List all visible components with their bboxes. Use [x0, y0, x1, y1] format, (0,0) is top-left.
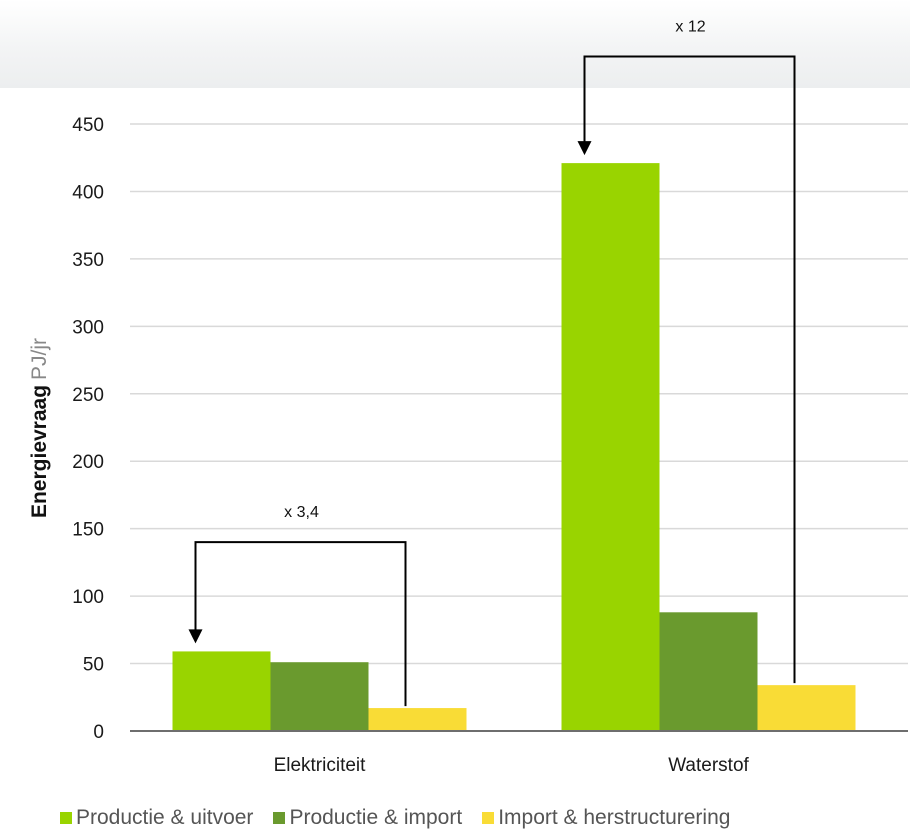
annotation-arrowhead	[577, 141, 592, 156]
legend-label: Productie & uitvoer	[76, 806, 254, 829]
annotation-arrowhead	[188, 629, 203, 644]
annotations: x 3,4 x 12	[188, 19, 796, 707]
bar-chart: 0 50 100 150 200 250 300 350 400 450 Elektricitei…	[28, 19, 908, 776]
bar	[270, 662, 369, 731]
legend-item: Import & herstructurering	[482, 806, 730, 830]
y-tick-label: 100	[72, 587, 104, 608]
y-tick-label: 250	[72, 385, 104, 406]
y-tick-label: 300	[72, 317, 104, 338]
x-category-label: Waterstof	[668, 755, 749, 776]
y-tick-label: 150	[72, 520, 104, 541]
legend-swatch	[482, 812, 495, 824]
header-band	[0, 0, 910, 88]
bar	[172, 651, 271, 731]
legend: Productie & uitvoer Productie & import Imp…	[60, 806, 910, 830]
bar	[659, 612, 758, 731]
y-tick-label: 400	[72, 182, 104, 203]
y-tick-label: 0	[93, 722, 104, 743]
bar	[561, 163, 660, 731]
y-axis-ticks: 0 50 100 150 200 250 300 350 400 450	[72, 115, 104, 743]
annotation-label: x 12	[675, 19, 705, 36]
y-axis-label: Energievraag	[28, 385, 51, 518]
legend-swatch	[273, 812, 286, 824]
annotation-label: x 3,4	[284, 504, 319, 521]
y-axis-title: Energievraag PJ/jr	[28, 338, 51, 518]
legend-label: Productie & import	[289, 806, 463, 829]
legend-item: Productie & import	[273, 806, 462, 830]
gridlines	[130, 123, 908, 665]
y-tick-label: 350	[72, 250, 104, 271]
annotation-bracket	[194, 541, 407, 707]
x-category-label: Elektriciteit	[274, 755, 367, 776]
annotation-bracket	[583, 55, 796, 684]
legend-swatch	[60, 812, 72, 824]
y-tick-label: 50	[83, 655, 104, 676]
legend-item: Productie & uitvoer	[60, 806, 253, 830]
y-axis-unit: PJ/jr	[28, 338, 51, 380]
bars	[172, 163, 856, 731]
bar	[368, 708, 467, 731]
bar	[757, 685, 856, 731]
x-axis-categories: Elektriciteit Waterstof	[274, 755, 750, 776]
y-tick-label: 200	[72, 452, 104, 473]
y-tick-label: 450	[72, 115, 104, 136]
legend-label: Import & herstructurering	[498, 806, 731, 829]
